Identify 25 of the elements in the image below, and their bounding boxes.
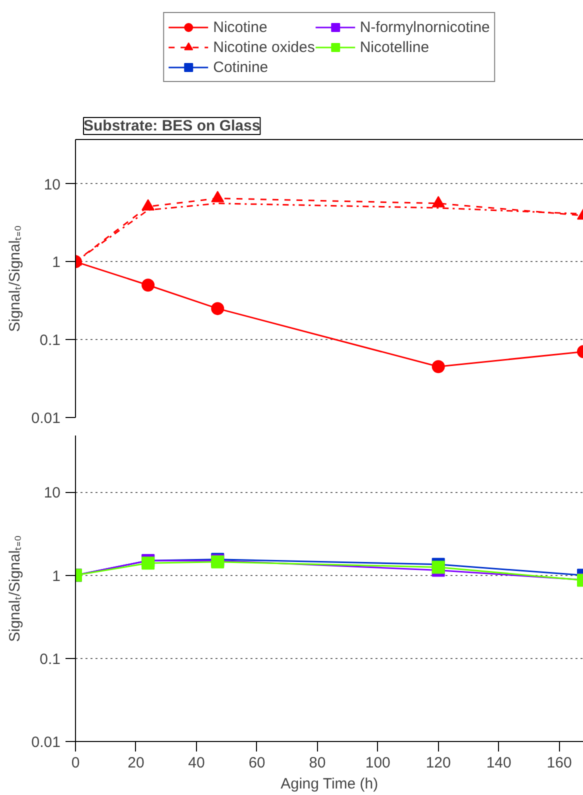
legend-label: Nicotine oxides (213, 38, 315, 56)
y-axis-title: Signalₜ/Signalₜ₌₀ (6, 535, 24, 642)
x-tick-label: 80 (309, 754, 326, 772)
y-axis-title: Signalₜ/Signalₜ₌₀ (6, 225, 24, 332)
y-tick-label: 10 (44, 176, 61, 194)
y-tick-label: 0.01 (31, 410, 61, 427)
x-tick-label: 160 (546, 754, 572, 772)
legend-label: N-formylnornicotine (360, 18, 490, 36)
x-tick-label: 120 (426, 754, 451, 772)
y-tick-label: 10 (44, 484, 61, 502)
x-tick-label: 60 (248, 754, 266, 772)
legend-label: Nicotelline (360, 38, 430, 56)
y-tick-label: 0.1 (40, 332, 61, 350)
x-tick-label: 0 (71, 754, 80, 772)
y-tick-label: 1 (52, 568, 60, 585)
y-tick-label: 1 (52, 254, 60, 272)
y-tick-label: 0.01 (31, 734, 61, 751)
x-tick-label: 20 (128, 754, 144, 772)
x-tick-label: 100 (365, 754, 390, 772)
legend-label: Nicotine (213, 18, 268, 36)
x-tick-label: 40 (188, 754, 205, 772)
x-tick-label: 140 (486, 754, 512, 772)
legend-label: Cotinine (213, 58, 268, 76)
y-tick-label: 0.1 (40, 650, 61, 668)
x-axis-title: Aging Time (h) (280, 776, 378, 792)
